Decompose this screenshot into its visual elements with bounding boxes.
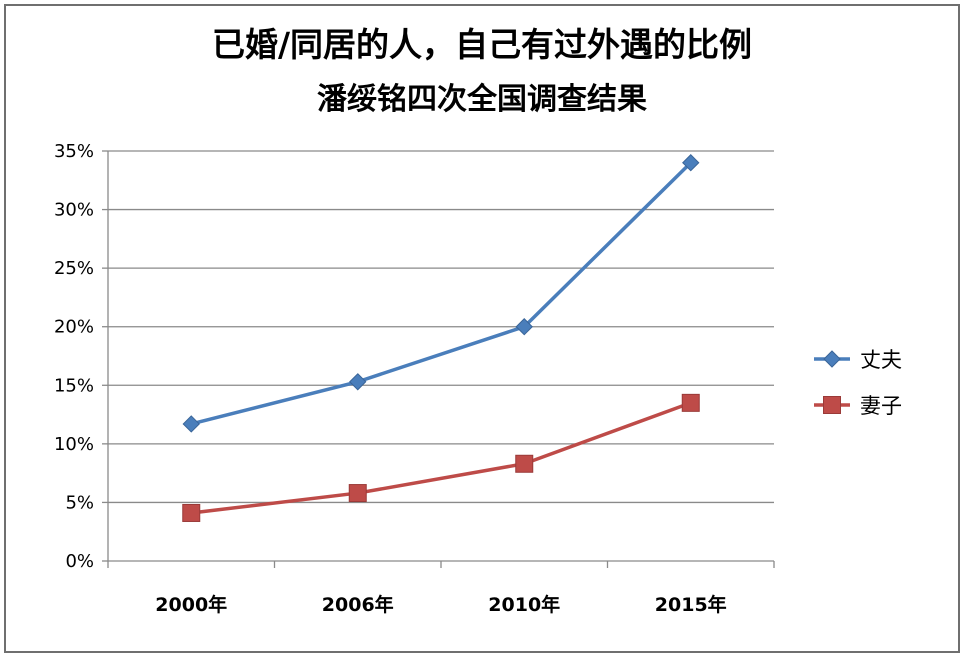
y-tick-label: 20%: [54, 317, 94, 338]
y-axis-tick-labels: 0% 5% 10% 15% 20% 25% 30% 35%: [54, 141, 94, 572]
series-wife: [182, 393, 700, 522]
data-point: [182, 415, 200, 433]
y-tick-label: 30%: [54, 200, 94, 221]
y-tick-label: 10%: [54, 434, 94, 455]
y-tick-label: 0%: [65, 551, 94, 572]
y-tick-label: 15%: [54, 375, 94, 396]
data-point: [515, 454, 534, 473]
x-tick-label: 2015年: [655, 593, 727, 616]
series-husband: [182, 154, 700, 433]
chart-frame: 已婚/同居的人，自己有过外遇的比例 潘绥铭四次全国调查结果 0% 5% 10% 15%…: [4, 4, 960, 653]
data-point: [349, 373, 367, 391]
x-axis-tick-labels: 2000年 2006年 2010年 2015年: [155, 593, 726, 616]
y-tick-label: 35%: [54, 141, 94, 162]
y-tick-label: 5%: [65, 492, 94, 513]
gridlines: [108, 150, 774, 504]
legend-marker: [823, 350, 841, 368]
line-chart: 已婚/同居的人，自己有过外遇的比例 潘绥铭四次全国调查结果 0% 5% 10% 15%…: [54, 25, 902, 616]
legend-marker: [823, 396, 841, 414]
legend-label: 丈夫: [860, 348, 902, 372]
series-line: [190, 161, 692, 426]
data-point: [681, 393, 700, 412]
data-point: [515, 318, 533, 336]
legend-label: 妻子: [860, 394, 902, 418]
series-line: [191, 401, 692, 515]
y-tick-label: 25%: [54, 258, 94, 279]
x-tick-label: 2006年: [322, 593, 394, 616]
chart-subtitle: 潘绥铭四次全国调查结果: [317, 82, 647, 117]
data-point: [348, 484, 367, 503]
data-point: [682, 154, 700, 172]
data-point: [182, 503, 201, 522]
x-tick-label: 2010年: [488, 593, 560, 616]
axes: [102, 150, 775, 568]
data-series: [182, 154, 700, 522]
x-tick-label: 2000年: [155, 593, 227, 616]
chart-title: 已婚/同居的人，自己有过外遇的比例: [212, 25, 752, 64]
